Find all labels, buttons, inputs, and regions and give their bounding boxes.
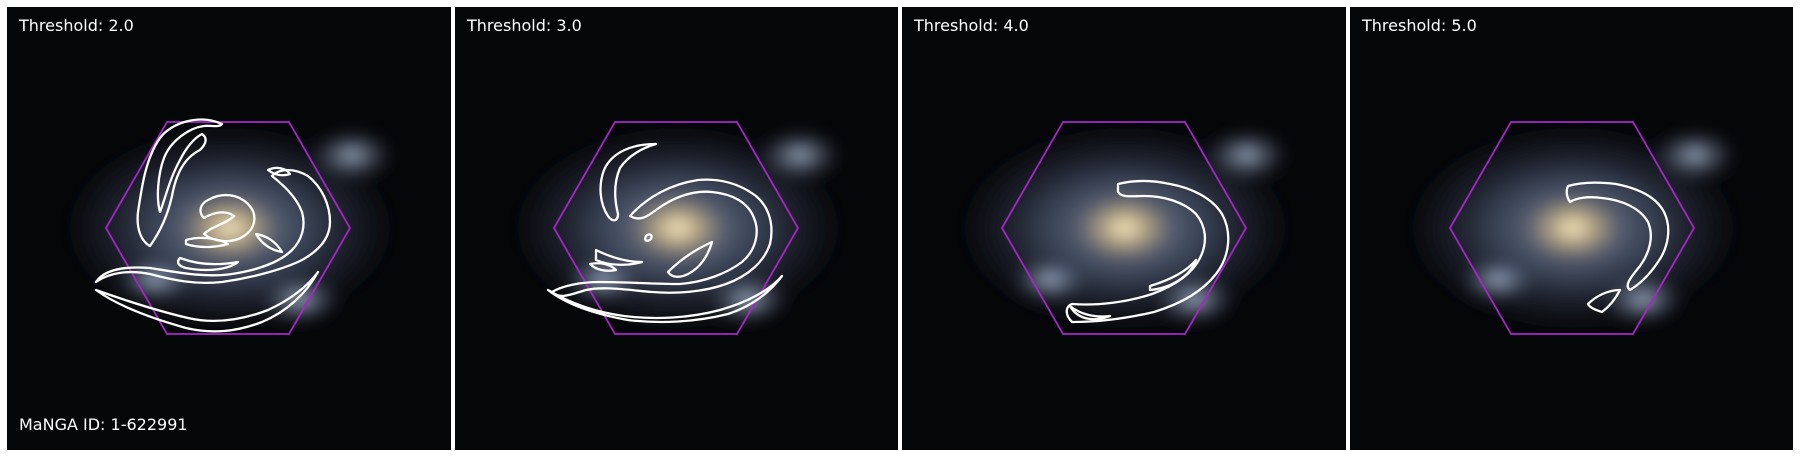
ifu-hexagon (552, 121, 800, 335)
panel-threshold-2: Threshold: 2.0 MaNGA ID: 1-622991 (7, 7, 451, 450)
arm-contours (1565, 181, 1670, 314)
panel-threshold-3: Threshold: 3.0 (455, 7, 898, 450)
ifu-hexagon (1000, 121, 1248, 335)
ifu-hexagon (104, 121, 352, 335)
galaxy-image (1391, 116, 1755, 340)
arm-contours (546, 142, 784, 324)
threshold-label: Threshold: 2.0 (18, 16, 134, 35)
arm-contours (1065, 179, 1230, 324)
panel-threshold-4: Threshold: 4.0 (902, 7, 1346, 450)
threshold-label: Threshold: 5.0 (1361, 16, 1477, 35)
threshold-label: Threshold: 4.0 (913, 16, 1029, 35)
manga-id-label: MaNGA ID: 1-622991 (19, 415, 188, 434)
galaxy-image (48, 116, 412, 340)
galaxy-image (496, 116, 860, 340)
threshold-label: Threshold: 3.0 (466, 16, 582, 35)
ifu-hexagon (1448, 121, 1696, 335)
arm-contours (94, 118, 332, 333)
galaxy-image (943, 116, 1307, 340)
panel-threshold-5: Threshold: 5.0 (1350, 7, 1793, 450)
